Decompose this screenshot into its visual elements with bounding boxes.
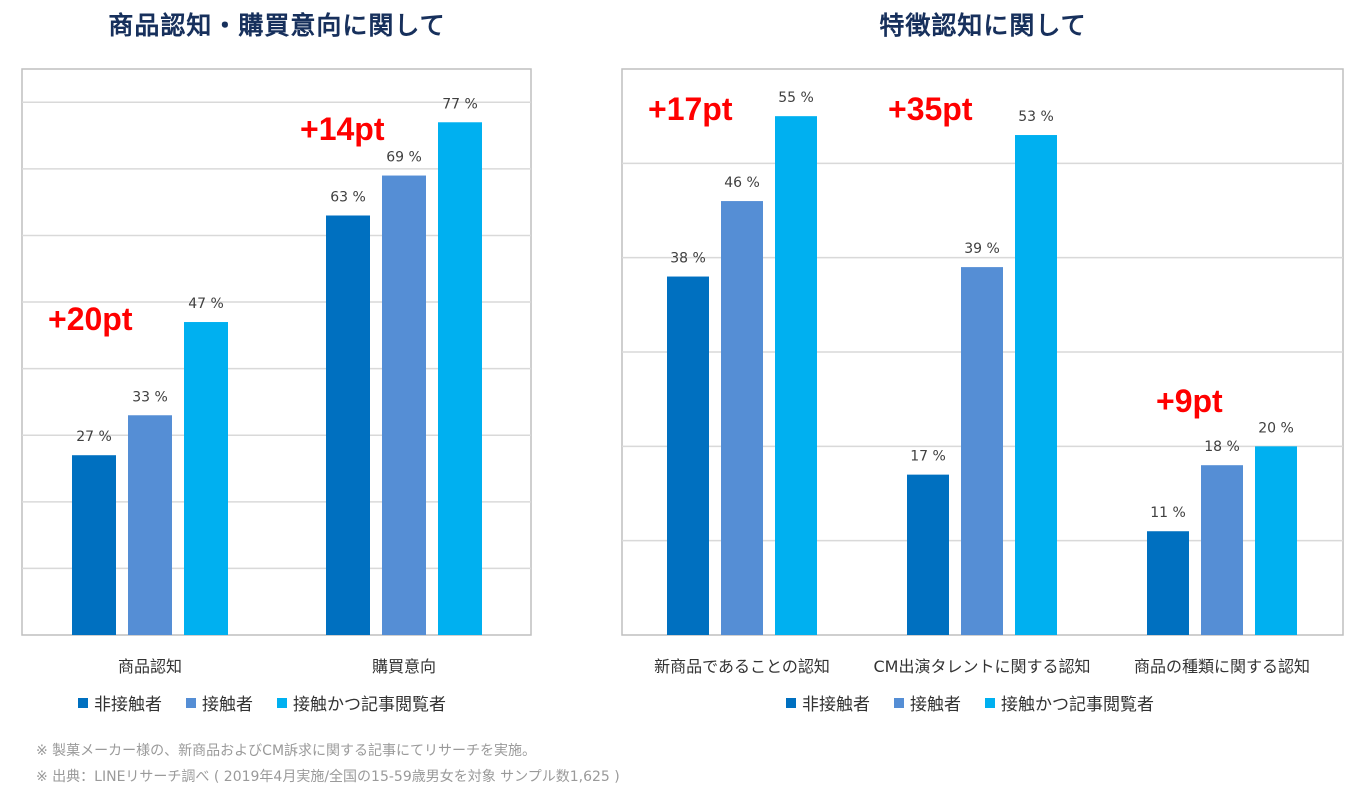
data-label: 38 % xyxy=(670,251,706,267)
bar xyxy=(1255,446,1297,635)
legend-swatch xyxy=(78,697,88,708)
bar xyxy=(326,215,370,635)
bar xyxy=(667,276,709,635)
chart-title-right: 特徴認知に関して xyxy=(879,11,1087,40)
bar xyxy=(1201,465,1243,635)
legend-item-contact-reader: 接触かつ記事閲覧者 xyxy=(985,690,1154,715)
category-label: 購買意向 xyxy=(372,657,436,676)
charts-canvas: 27 % 33 % 47 % 商品認知 63 % 69 % 77 % 購買意向 +20pt +14… xyxy=(21,68,1344,676)
legend-label: 非接触者 xyxy=(802,695,870,715)
legend-label: 非接触者 xyxy=(94,695,162,715)
difference-annotation: +9pt xyxy=(1156,383,1223,419)
data-label: 33 % xyxy=(132,389,168,405)
data-label: 69 % xyxy=(386,150,422,166)
data-label: 27 % xyxy=(76,429,112,445)
bar xyxy=(382,175,426,635)
bar xyxy=(1147,531,1189,635)
legend-right: 非接触者 接触者 接触かつ記事閲覧者 xyxy=(786,690,1178,715)
data-label: 53 % xyxy=(1018,109,1054,125)
footnote-research: ※ 製菓メーカー様の、新商品およびCM訴求に関する記事にてリサーチを実施。 xyxy=(36,743,537,759)
bar xyxy=(128,415,172,635)
legend-swatch xyxy=(985,697,995,708)
chart-title-left: 商品認知・購買意向に関して xyxy=(108,11,446,40)
footnote-source: ※ 出典：LINEリサーチ調べ ( 2019年4月実施/全国の15-59歳男女を… xyxy=(36,769,620,785)
legend-item-contact: 接触者 xyxy=(894,690,961,715)
difference-annotation: +35pt xyxy=(888,91,973,127)
data-label: 20 % xyxy=(1258,420,1294,436)
data-label: 39 % xyxy=(964,241,1000,257)
legend-swatch xyxy=(894,697,904,708)
bar xyxy=(907,474,949,635)
bar xyxy=(438,122,482,636)
legend-swatch xyxy=(786,697,796,708)
legend-label: 接触かつ記事閲覧者 xyxy=(1001,695,1154,715)
data-label: 47 % xyxy=(188,296,224,312)
legend-item-non-contact: 非接触者 xyxy=(786,690,870,715)
legend-left: 非接触者 接触者 接触かつ記事閲覧者 xyxy=(78,690,470,715)
legend-label: 接触かつ記事閲覧者 xyxy=(293,695,446,715)
bar xyxy=(72,455,116,635)
difference-annotation: +20pt xyxy=(48,301,133,337)
legend-swatch xyxy=(186,697,196,708)
data-label: 11 % xyxy=(1150,505,1186,521)
data-label: 46 % xyxy=(724,175,760,191)
category-label: 商品認知 xyxy=(118,657,182,676)
data-label: 17 % xyxy=(910,449,946,465)
legend-swatch xyxy=(277,697,287,708)
legend-item-non-contact: 非接触者 xyxy=(78,690,162,715)
bar xyxy=(961,267,1003,635)
bar xyxy=(1015,135,1057,636)
data-label: 77 % xyxy=(442,96,478,112)
difference-annotation: +14pt xyxy=(300,111,385,147)
bar xyxy=(721,201,763,636)
category-label: CM出演タレントに関する認知 xyxy=(874,657,1091,676)
legend-label: 接触者 xyxy=(910,695,961,715)
legend-item-contact: 接触者 xyxy=(186,690,253,715)
category-label: 新商品であることの認知 xyxy=(654,657,830,676)
data-label: 18 % xyxy=(1204,439,1240,455)
category-label: 商品の種類に関する認知 xyxy=(1134,657,1310,676)
bar xyxy=(184,322,228,635)
difference-annotation: +17pt xyxy=(648,91,733,127)
legend-item-contact-reader: 接触かつ記事閲覧者 xyxy=(277,690,446,715)
data-label: 63 % xyxy=(330,189,366,205)
bar xyxy=(775,116,817,635)
data-label: 55 % xyxy=(778,90,814,106)
legend-label: 接触者 xyxy=(202,695,253,715)
